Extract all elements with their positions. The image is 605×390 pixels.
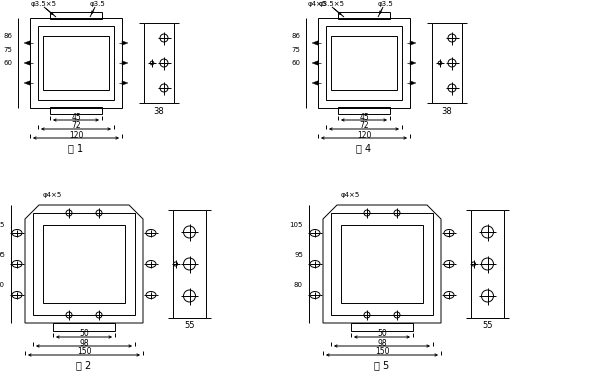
Ellipse shape (444, 291, 454, 298)
Polygon shape (122, 61, 128, 65)
Text: 150: 150 (77, 347, 91, 356)
Text: 75: 75 (3, 47, 12, 53)
Bar (173, 210, 206, 318)
Text: φ4×5: φ4×5 (43, 192, 62, 198)
Text: 45: 45 (71, 112, 81, 122)
Polygon shape (312, 61, 318, 65)
Text: 150: 150 (374, 347, 389, 356)
Bar (50, 12, 102, 19)
Ellipse shape (310, 261, 320, 268)
Text: 45: 45 (359, 112, 369, 122)
Ellipse shape (12, 291, 22, 298)
Text: φ3.5×5: φ3.5×5 (31, 1, 57, 7)
Ellipse shape (146, 229, 156, 236)
Polygon shape (24, 61, 30, 65)
Text: 图 5: 图 5 (374, 360, 390, 370)
Text: φ4×5: φ4×5 (341, 192, 360, 198)
Text: 75: 75 (291, 47, 300, 53)
Polygon shape (122, 81, 128, 85)
Text: 60: 60 (3, 60, 12, 66)
Bar (338, 12, 390, 19)
Text: 60: 60 (291, 60, 300, 66)
Text: 80: 80 (294, 282, 303, 288)
Bar (338, 107, 390, 114)
Text: 38: 38 (154, 106, 165, 115)
Ellipse shape (310, 229, 320, 236)
Bar (432, 23, 462, 103)
Bar (38, 26, 114, 100)
Text: 80: 80 (0, 282, 5, 288)
Polygon shape (410, 41, 416, 45)
Text: φ4×5: φ4×5 (308, 1, 327, 7)
Text: 72: 72 (359, 122, 369, 131)
Text: 120: 120 (69, 131, 83, 140)
Ellipse shape (12, 229, 22, 236)
Text: 图 1: 图 1 (68, 143, 83, 153)
Text: 86: 86 (3, 33, 12, 39)
Text: 图 2: 图 2 (76, 360, 91, 370)
Bar (341, 225, 423, 303)
Text: 98: 98 (377, 339, 387, 347)
Ellipse shape (444, 261, 454, 268)
Bar (50, 107, 102, 114)
Text: 98: 98 (79, 339, 89, 347)
Text: 95: 95 (0, 252, 5, 258)
Bar (33, 213, 135, 315)
Polygon shape (312, 81, 318, 85)
Bar (326, 26, 402, 100)
Bar (30, 18, 122, 108)
Polygon shape (410, 81, 416, 85)
Polygon shape (312, 41, 318, 45)
Bar (318, 18, 410, 108)
Text: 105: 105 (0, 222, 5, 228)
Text: 50: 50 (377, 330, 387, 339)
Text: 86: 86 (291, 33, 300, 39)
Bar (144, 23, 174, 103)
Bar (43, 225, 125, 303)
Polygon shape (122, 41, 128, 45)
Polygon shape (24, 81, 30, 85)
Text: 72: 72 (71, 122, 81, 131)
Text: 55: 55 (482, 321, 492, 330)
Polygon shape (24, 41, 30, 45)
Bar (351, 323, 413, 331)
Bar (331, 36, 397, 90)
Ellipse shape (444, 229, 454, 236)
Text: 105: 105 (290, 222, 303, 228)
Ellipse shape (12, 261, 22, 268)
Ellipse shape (146, 261, 156, 268)
Text: 95: 95 (294, 252, 303, 258)
Text: 50: 50 (79, 330, 89, 339)
Text: 120: 120 (357, 131, 371, 140)
Ellipse shape (146, 291, 156, 298)
Text: φ3.5×5: φ3.5×5 (319, 1, 345, 7)
Text: 38: 38 (442, 106, 453, 115)
Bar (331, 213, 433, 315)
Text: 55: 55 (185, 321, 195, 330)
Text: φ3.5: φ3.5 (90, 1, 106, 7)
Ellipse shape (310, 291, 320, 298)
Bar (53, 323, 115, 331)
Bar (43, 36, 109, 90)
Text: φ3.5: φ3.5 (378, 1, 394, 7)
Text: 图 4: 图 4 (356, 143, 371, 153)
Polygon shape (410, 61, 416, 65)
Bar (471, 210, 504, 318)
